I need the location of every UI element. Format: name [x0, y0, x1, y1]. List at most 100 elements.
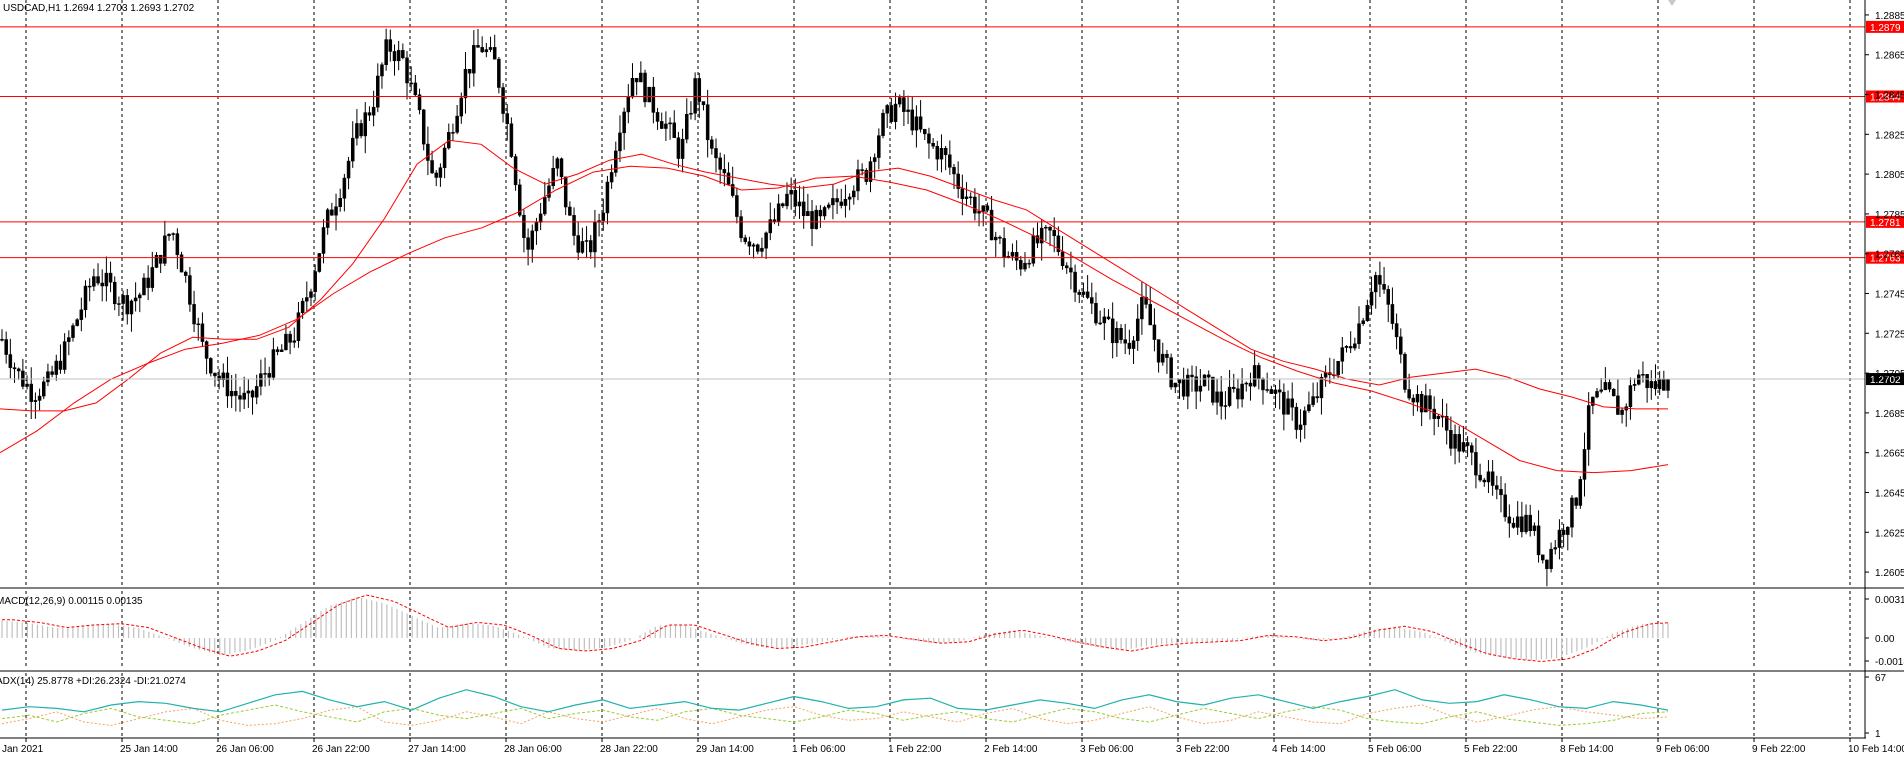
candle[interactable]: [1415, 385, 1420, 412]
candle[interactable]: [192, 290, 196, 333]
candle[interactable]: [434, 170, 438, 187]
candle[interactable]: [601, 198, 606, 231]
candle[interactable]: [889, 97, 894, 124]
candle[interactable]: [1248, 372, 1253, 401]
candle[interactable]: [380, 62, 384, 89]
candle[interactable]: [421, 108, 426, 151]
candle[interactable]: [413, 75, 418, 97]
candle[interactable]: [1432, 396, 1436, 436]
candle[interactable]: [1131, 336, 1136, 365]
candle[interactable]: [1110, 302, 1115, 359]
candle[interactable]: [1240, 368, 1244, 408]
candle[interactable]: [981, 205, 985, 227]
candle[interactable]: [1449, 416, 1453, 456]
candle[interactable]: [735, 187, 739, 224]
candle[interactable]: [108, 261, 113, 293]
candle[interactable]: [668, 117, 672, 140]
candle[interactable]: [129, 299, 134, 332]
candle[interactable]: [163, 220, 167, 267]
candle[interactable]: [467, 68, 472, 89]
candle[interactable]: [1307, 391, 1311, 413]
candle[interactable]: [92, 268, 96, 291]
candle[interactable]: [1373, 271, 1378, 309]
candle[interactable]: [1232, 373, 1236, 393]
candle[interactable]: [334, 193, 338, 231]
candle[interactable]: [376, 63, 380, 113]
candle[interactable]: [1607, 379, 1612, 393]
candle[interactable]: [401, 43, 405, 60]
candle[interactable]: [146, 265, 150, 301]
candle[interactable]: [1536, 510, 1541, 563]
candle[interactable]: [672, 110, 676, 138]
candle[interactable]: [1365, 299, 1370, 322]
candle[interactable]: [647, 86, 651, 103]
candle[interactable]: [275, 346, 280, 356]
candle[interactable]: [1194, 366, 1198, 410]
candle[interactable]: [1482, 477, 1487, 487]
candle[interactable]: [547, 178, 551, 202]
candle[interactable]: [584, 226, 589, 259]
candle[interactable]: [935, 140, 940, 171]
candle[interactable]: [250, 389, 255, 415]
candle[interactable]: [125, 288, 130, 325]
candle[interactable]: [1444, 403, 1449, 445]
candle[interactable]: [246, 379, 251, 408]
candle[interactable]: [551, 155, 555, 190]
candle[interactable]: [417, 88, 422, 115]
candle[interactable]: [1528, 504, 1532, 537]
candle[interactable]: [1503, 483, 1507, 522]
candle[interactable]: [1582, 432, 1587, 497]
candle[interactable]: [630, 63, 635, 99]
candle[interactable]: [1286, 390, 1290, 415]
candle[interactable]: [1315, 382, 1320, 403]
candle[interactable]: [676, 131, 681, 168]
candle[interactable]: [1470, 442, 1474, 466]
candle[interactable]: [1311, 382, 1315, 408]
candle[interactable]: [847, 193, 852, 211]
candle[interactable]: [472, 30, 476, 87]
candle[interactable]: [1252, 351, 1257, 388]
chart-shift-marker-icon[interactable]: [1668, 0, 1676, 6]
candle[interactable]: [793, 178, 798, 217]
candle[interactable]: [1357, 306, 1361, 349]
candle[interactable]: [910, 96, 914, 136]
candle[interactable]: [509, 117, 514, 159]
candle[interactable]: [459, 92, 464, 124]
candle[interactable]: [50, 365, 54, 378]
candle[interactable]: [968, 192, 973, 205]
candle[interactable]: [1595, 387, 1599, 399]
candle[interactable]: [831, 183, 835, 220]
candle[interactable]: [267, 366, 271, 386]
candle[interactable]: [626, 84, 631, 124]
candle[interactable]: [1319, 373, 1324, 415]
candle[interactable]: [234, 373, 238, 412]
candle[interactable]: [497, 56, 501, 94]
candle[interactable]: [33, 392, 38, 419]
candle[interactable]: [1119, 324, 1123, 344]
candle[interactable]: [1478, 463, 1482, 483]
candle[interactable]: [225, 356, 230, 408]
candle[interactable]: [1399, 328, 1403, 364]
candle[interactable]: [973, 188, 977, 221]
candle[interactable]: [209, 357, 213, 377]
candle[interactable]: [1265, 372, 1269, 393]
candle[interactable]: [518, 178, 522, 218]
candle[interactable]: [964, 182, 969, 207]
candle[interactable]: [960, 174, 965, 216]
candle[interactable]: [701, 101, 706, 111]
candle[interactable]: [350, 121, 355, 168]
candle[interactable]: [1169, 353, 1173, 390]
candle[interactable]: [1457, 426, 1461, 463]
candle[interactable]: [367, 106, 372, 121]
candle[interactable]: [1227, 370, 1232, 408]
candle[interactable]: [1394, 313, 1399, 350]
candle[interactable]: [42, 376, 46, 400]
candle[interactable]: [200, 312, 205, 347]
candle[interactable]: [384, 28, 388, 71]
candle[interactable]: [37, 388, 42, 411]
candle[interactable]: [271, 337, 276, 381]
candle[interactable]: [338, 188, 342, 212]
macd-signal-line[interactable]: [2, 594, 1669, 663]
candle[interactable]: [167, 233, 171, 241]
